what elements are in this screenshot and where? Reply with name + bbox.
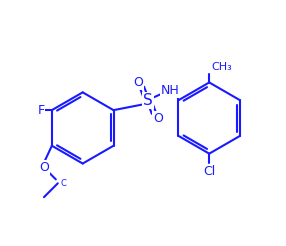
Text: Cl: Cl (203, 165, 215, 178)
Text: S: S (143, 93, 153, 108)
Text: NH: NH (160, 84, 179, 97)
Text: CH₃: CH₃ (211, 62, 232, 72)
Text: F: F (37, 104, 45, 117)
Text: C: C (61, 179, 67, 188)
Text: O: O (153, 111, 163, 124)
Text: O: O (39, 161, 49, 174)
Text: O: O (133, 76, 143, 89)
